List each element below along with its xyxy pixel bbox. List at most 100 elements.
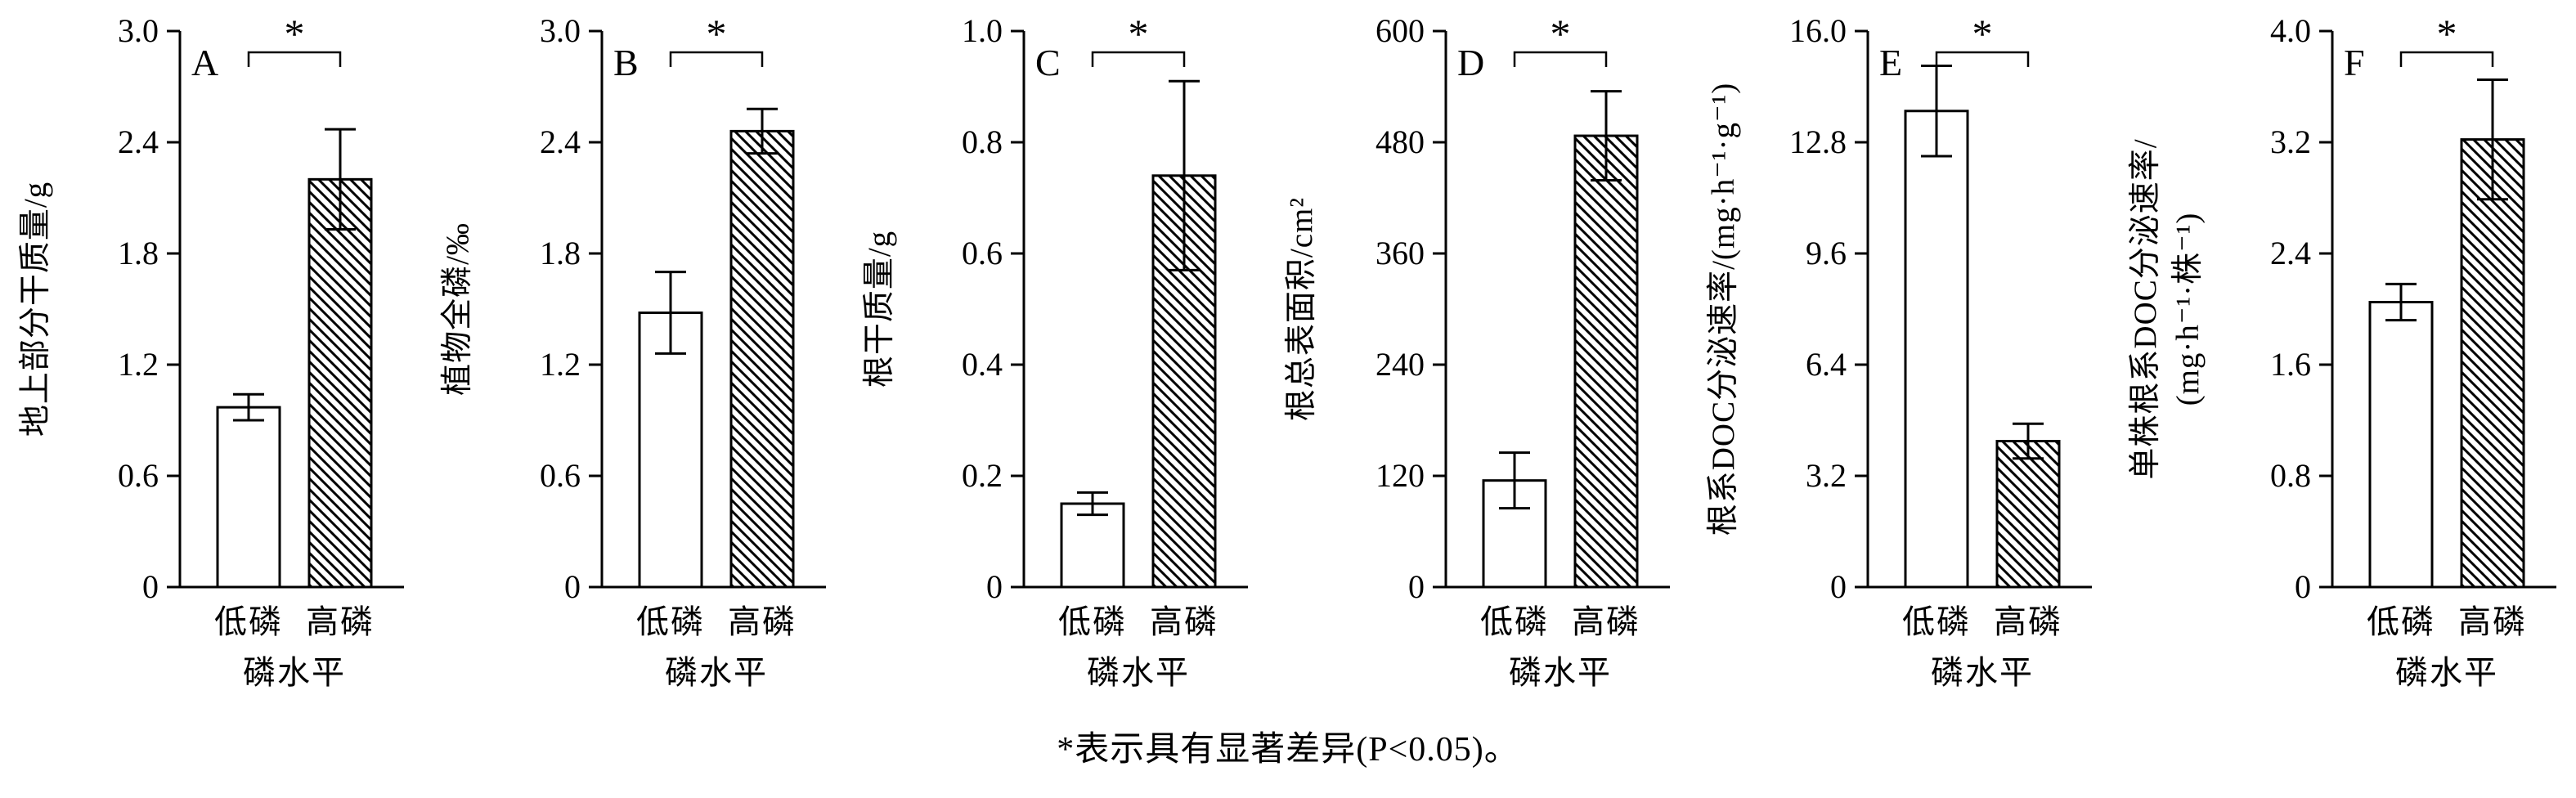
y-tick-label: 1.8 xyxy=(118,235,159,271)
x-category-low-p: 低磷 xyxy=(1902,603,1971,640)
y-axis-title-line: 植物全磷/‰ xyxy=(440,222,475,396)
y-tick-label: 0 xyxy=(1830,568,1847,605)
y-tick-label: 3.2 xyxy=(2270,123,2311,160)
y-tick-label: 0.6 xyxy=(962,235,1003,271)
y-axis-title-F: 单株根系DOC分泌速率/(mg·h⁻¹·株⁻¹) xyxy=(2125,3,2210,612)
y-tick-label: 0 xyxy=(564,568,581,605)
x-category-high-p: 高磷 xyxy=(1150,603,1218,640)
y-tick-label: 0.6 xyxy=(118,457,159,494)
y-tick-label: 9.6 xyxy=(1806,235,1847,271)
y-tick-label: 0.2 xyxy=(962,457,1003,494)
y-axis-title-D: 根总表面积/cm² xyxy=(1281,3,1323,612)
y-axis-title-rotated: 根系DOC分泌速率/(mg·h⁻¹·g⁻¹) xyxy=(1703,21,1745,597)
y-tick-label: 0.4 xyxy=(962,346,1003,383)
significance-asterisk: * xyxy=(2437,11,2457,56)
x-category-high-p: 高磷 xyxy=(306,603,375,640)
x-category-low-p: 低磷 xyxy=(1480,603,1549,640)
y-axis-title-rotated: 单株根系DOC分泌速率/(mg·h⁻¹·株⁻¹) xyxy=(2125,21,2210,597)
y-tick-label: 3.2 xyxy=(1806,457,1847,494)
significance-bracket xyxy=(1935,51,2030,67)
significance-asterisk: * xyxy=(707,11,727,56)
y-axis-title-line: (mg·h⁻¹·株⁻¹) xyxy=(2170,212,2206,406)
y-axis-title-line: 根总表面积/cm² xyxy=(1284,196,1319,422)
panel-C: 根干质量/g 0 0.2 0.4 0.6 0.8 1.0 * C 低磷 高磷 磷水平 xyxy=(859,3,1253,700)
panel-letter: A xyxy=(191,42,218,83)
panel-letter: B xyxy=(613,42,639,83)
y-tick-label: 1.0 xyxy=(962,12,1003,49)
panels-row: 地上部分干质量/g 0 0.6 1.2 1.8 2.4 3.0 * A 低磷 高磷 磷水平 植物全磷/‰… xyxy=(15,3,2561,700)
y-axis-title-line: 地上部分干质量/g xyxy=(18,181,53,437)
panel-A: 地上部分干质量/g 0 0.6 1.2 1.8 2.4 3.0 * A 低磷 高磷磷水平 xyxy=(15,3,409,700)
y-tick-label: 360 xyxy=(1376,235,1425,271)
y-tick-label: 0 xyxy=(2295,568,2311,605)
bar-low-p xyxy=(1060,502,1125,589)
y-tick-label: 0.8 xyxy=(962,123,1003,160)
y-tick-label: 2.4 xyxy=(540,123,581,160)
significance-bracket xyxy=(1091,51,1186,67)
y-tick-label: 240 xyxy=(1376,346,1425,383)
x-category-low-p: 低磷 xyxy=(2367,603,2435,640)
y-tick-label: 3.0 xyxy=(118,12,159,49)
y-tick-label: 0 xyxy=(1408,568,1425,605)
y-tick-label: 3.0 xyxy=(540,12,581,49)
significance-bracket xyxy=(247,51,342,67)
x-axis-title: 磷水平 xyxy=(2395,654,2498,691)
y-tick-label: 0 xyxy=(986,568,1003,605)
significance-bracket xyxy=(2399,51,2494,67)
y-axis-title-rotated: 根干质量/g xyxy=(859,21,901,597)
panel-letter: E xyxy=(1879,42,1902,83)
y-tick-label: 1.2 xyxy=(118,346,159,383)
bar-high-p xyxy=(729,129,795,589)
y-tick-label: 2.4 xyxy=(118,123,159,160)
panel-letter: D xyxy=(1457,42,1484,83)
y-tick-label: 4.0 xyxy=(2270,12,2311,49)
x-category-low-p: 低磷 xyxy=(636,603,705,640)
x-category-high-p: 高磷 xyxy=(2458,603,2527,640)
significance-bracket xyxy=(669,51,764,67)
y-tick-label: 0 xyxy=(142,568,159,605)
x-axis-title: 磷水平 xyxy=(665,654,768,691)
y-axis-title-A: 地上部分干质量/g xyxy=(15,3,57,612)
panel-F: 单株根系DOC分泌速率/(mg·h⁻¹·株⁻¹) 0 0.8 1.6 2.4 3.2 4.0… xyxy=(2125,3,2561,700)
y-tick-label: 0.6 xyxy=(540,457,581,494)
bar-low-p xyxy=(2368,301,2434,589)
y-tick-label: 480 xyxy=(1376,123,1425,160)
y-tick-label: 1.2 xyxy=(540,346,581,383)
x-axis-title: 磷水平 xyxy=(1087,654,1190,691)
x-axis-title: 磷水平 xyxy=(1509,654,1612,691)
significance-asterisk: * xyxy=(1129,11,1149,56)
y-tick-label: 0.8 xyxy=(2270,457,2311,494)
y-axis-title-rotated: 地上部分干质量/g xyxy=(15,21,57,597)
bar-high-p xyxy=(1995,440,2061,589)
significance-asterisk: * xyxy=(1551,11,1571,56)
y-tick-label: 6.4 xyxy=(1806,346,1847,383)
figure-caption: *表示具有显著差异(P<0.05)。 xyxy=(1057,731,1519,769)
y-axis-title-rotated: 根总表面积/cm² xyxy=(1281,21,1323,597)
x-axis-title: 磷水平 xyxy=(243,654,346,691)
y-tick-label: 600 xyxy=(1376,12,1425,49)
panel-letter: F xyxy=(2344,42,2365,83)
y-axis-title-line: 根干质量/g xyxy=(862,230,897,388)
bar-low-p xyxy=(1904,110,1969,589)
x-axis-title: 磷水平 xyxy=(1931,654,2034,691)
y-axis-title-line: 根系DOC分泌速率/(mg·h⁻¹·g⁻¹) xyxy=(1706,82,1741,536)
y-axis-title-C: 根干质量/g xyxy=(859,3,901,612)
x-category-low-p: 低磷 xyxy=(214,603,283,640)
x-category-high-p: 高磷 xyxy=(1994,603,2062,640)
bar-high-p xyxy=(2460,138,2525,589)
y-tick-label: 1.6 xyxy=(2270,346,2311,383)
y-axis-title-line: 单株根系DOC分泌速率/ xyxy=(2128,138,2163,480)
panel-E: 根系DOC分泌速率/(mg·h⁻¹·g⁻¹) 0 3.2 6.4 9.6 12.8 16.0… xyxy=(1703,3,2097,700)
significance-asterisk: * xyxy=(285,11,305,56)
y-axis-title-E: 根系DOC分泌速率/(mg·h⁻¹·g⁻¹) xyxy=(1703,3,1745,612)
significance-bracket xyxy=(1513,51,1608,67)
y-axis-title-B: 植物全磷/‰ xyxy=(437,3,479,612)
x-category-high-p: 高磷 xyxy=(1572,603,1640,640)
y-tick-label: 12.8 xyxy=(1789,123,1847,160)
bar-low-p xyxy=(216,406,281,589)
y-tick-label: 120 xyxy=(1376,457,1425,494)
